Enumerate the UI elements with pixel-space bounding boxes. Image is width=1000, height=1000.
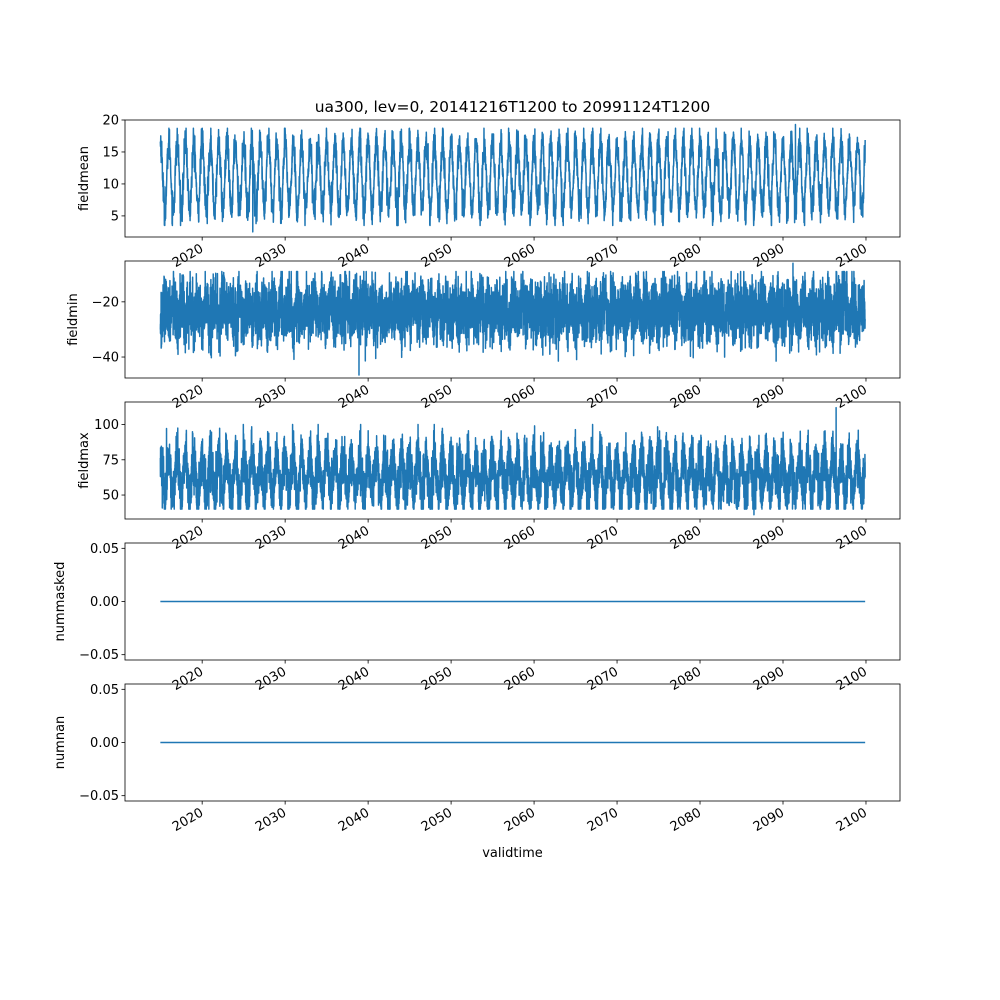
axes-frame xyxy=(124,119,901,238)
y-tick-label: 15 xyxy=(102,145,119,160)
y-tick-label: −40 xyxy=(92,351,119,366)
y-tick-label: 10 xyxy=(102,177,119,192)
y-axis-label: fieldmean xyxy=(77,146,92,211)
y-tick-label: −20 xyxy=(92,295,119,310)
series-line-fieldmin xyxy=(159,262,866,376)
y-tick-label: −0.05 xyxy=(79,789,119,804)
y-axis-label: nummasked xyxy=(53,562,68,642)
figure-title: ua300, lev=0, 20141216T1200 to 20991124T… xyxy=(315,98,711,116)
y-axis-label: fieldmin xyxy=(66,293,81,346)
y-tick-label: 20 xyxy=(102,114,119,129)
y-tick-label: 0.05 xyxy=(90,542,119,557)
y-tick-label: 0.05 xyxy=(90,683,119,698)
y-tick-label: 75 xyxy=(102,453,119,468)
series-line-fieldmean xyxy=(159,123,866,233)
x-axis-label: validtime xyxy=(482,846,543,861)
y-axis-label: fieldmax xyxy=(77,432,92,489)
axes-frame xyxy=(124,401,901,520)
y-tick-label: 50 xyxy=(102,489,119,504)
y-axis-label: numnan xyxy=(53,716,68,770)
axes-frame xyxy=(124,260,901,379)
series-line-fieldmax xyxy=(159,406,866,516)
y-tick-label: −0.05 xyxy=(79,648,119,663)
y-tick-label: 0.00 xyxy=(90,595,119,610)
y-tick-label: 0.00 xyxy=(90,736,119,751)
y-tick-label: 5 xyxy=(111,209,119,224)
y-tick-label: 100 xyxy=(94,418,119,433)
